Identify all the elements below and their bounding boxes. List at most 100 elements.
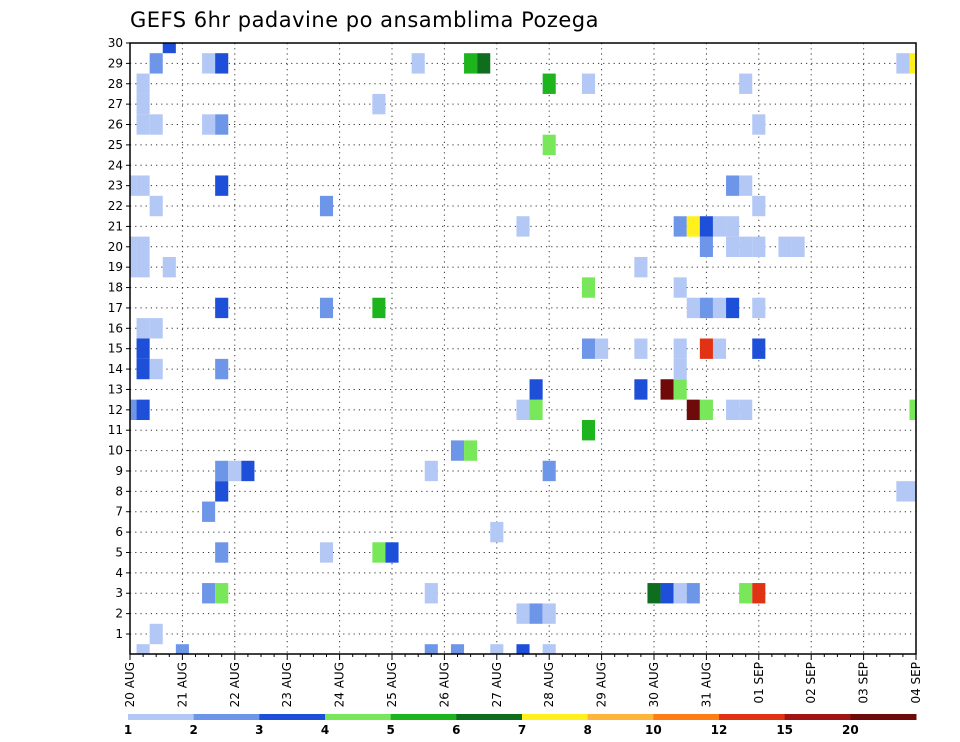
- y-tick-label: 9: [115, 464, 123, 478]
- x-tick-label: 21 AUG: [175, 662, 189, 707]
- precip-cells: [130, 43, 916, 654]
- precip-cell: [136, 93, 150, 115]
- precip-cell: [202, 501, 216, 522]
- precip-cell: [686, 297, 700, 319]
- precip-cell: [136, 114, 150, 135]
- precip-cell: [634, 338, 648, 359]
- y-tick-label: 19: [108, 260, 123, 274]
- precip-cell: [149, 358, 163, 380]
- precip-cell: [136, 175, 150, 196]
- precip-cell: [529, 379, 543, 400]
- precip-cell: [752, 583, 766, 604]
- x-axis: 20 AUG 21 AUG 22 AUG 23 AUG 24 AUG 25 AUG 26 A…: [123, 654, 923, 707]
- grid-lines: [129, 42, 917, 654]
- precip-cell: [739, 236, 753, 257]
- precip-cell: [136, 399, 150, 421]
- x-tick-label: 24 AUG: [333, 662, 347, 707]
- precip-cell: [778, 236, 792, 257]
- colorbar-segment: [653, 714, 720, 720]
- y-tick-label: 4: [115, 566, 123, 580]
- precip-cell: [215, 583, 229, 604]
- precip-cell: [149, 195, 163, 217]
- colorbar-segment: [850, 714, 917, 720]
- precip-cell: [542, 134, 556, 156]
- precip-cell: [215, 175, 229, 196]
- y-tick-label: 18: [108, 281, 123, 295]
- precip-cell: [424, 644, 438, 654]
- x-tick-label: 27 AUG: [490, 662, 504, 707]
- precip-cell: [490, 644, 504, 654]
- precip-cell: [752, 338, 766, 359]
- precip-cell: [542, 603, 556, 624]
- precip-cell: [516, 399, 530, 421]
- y-tick-label: 3: [115, 586, 123, 600]
- y-tick-label: 16: [108, 321, 123, 335]
- x-tick-label: 23 AUG: [280, 662, 294, 707]
- precip-cell: [726, 216, 740, 237]
- y-tick-label: 28: [108, 77, 123, 91]
- colorbar-segment: [784, 714, 851, 720]
- precip-cell: [647, 583, 661, 604]
- precip-cell: [228, 460, 242, 482]
- precip-cell: [136, 236, 150, 257]
- precip-cell: [634, 379, 648, 400]
- y-tick-label: 27: [108, 97, 123, 111]
- precip-cell: [542, 73, 556, 94]
- precip-cell: [149, 114, 163, 135]
- precip-cell: [130, 236, 137, 257]
- precip-cell: [673, 379, 687, 400]
- x-tick-label: 20 AUG: [123, 662, 137, 707]
- colorbar-label: 15: [776, 723, 793, 737]
- precip-cell: [634, 256, 648, 278]
- precip-cell: [175, 644, 189, 654]
- precip-cell: [699, 236, 713, 257]
- y-tick-label: 6: [115, 525, 123, 539]
- x-tick-label: 26 AUG: [437, 662, 451, 707]
- precip-cell: [215, 460, 229, 482]
- precip-cell: [149, 318, 163, 339]
- precip-cell: [673, 216, 687, 237]
- precip-cell: [424, 460, 438, 482]
- y-tick-label: 13: [108, 382, 123, 396]
- precip-cell: [896, 481, 910, 502]
- precip-cell: [464, 53, 478, 74]
- precip-cell: [673, 277, 687, 298]
- precip-cell: [450, 440, 465, 461]
- precip-cell: [673, 358, 687, 380]
- precip-cell: [162, 43, 176, 54]
- x-tick-label: 28 AUG: [542, 662, 556, 707]
- precip-cell: [215, 542, 229, 563]
- y-tick-label: 29: [108, 56, 123, 70]
- colorbar-label: 12: [711, 723, 728, 737]
- x-tick-label: 04 SEP: [909, 662, 923, 704]
- precip-cell: [896, 53, 910, 74]
- colorbar-segment: [259, 714, 326, 720]
- precip-cell: [202, 114, 216, 135]
- precip-cell: [450, 644, 465, 654]
- precip-cell: [726, 297, 740, 319]
- x-tick-label: 29 AUG: [595, 662, 609, 707]
- precip-cell: [660, 379, 674, 400]
- precip-cell: [581, 420, 596, 441]
- y-axis: 1234567891011121314151617181920212223242…: [108, 36, 130, 641]
- colorbar-label: 7: [518, 723, 526, 737]
- precip-cell: [595, 338, 609, 359]
- precip-cell: [712, 297, 727, 319]
- precip-cell: [516, 603, 530, 624]
- x-tick-label: 31 AUG: [699, 662, 713, 707]
- precip-cell: [136, 644, 150, 654]
- precip-cell: [726, 236, 740, 257]
- precip-cell: [130, 399, 137, 421]
- colorbar-label: 6: [452, 723, 460, 737]
- precip-cell: [686, 583, 700, 604]
- precip-cell: [529, 603, 543, 624]
- precip-cell: [136, 318, 150, 339]
- precip-cell: [726, 175, 740, 196]
- colorbar-label: 4: [321, 723, 329, 737]
- y-tick-label: 15: [108, 342, 123, 356]
- x-tick-label: 03 SEP: [857, 662, 871, 704]
- y-tick-label: 12: [108, 403, 123, 417]
- colorbar-segment: [128, 714, 195, 720]
- y-tick-label: 24: [108, 158, 123, 172]
- y-tick-label: 5: [115, 545, 123, 559]
